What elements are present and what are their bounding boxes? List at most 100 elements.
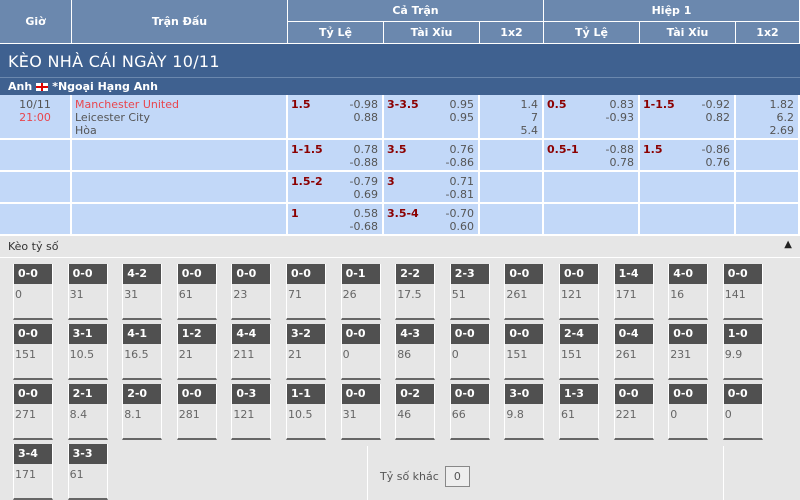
score-card[interactable]: 4-4 211 (231, 324, 272, 380)
score-card[interactable]: 4-0 16 (668, 264, 709, 320)
h1-ou-cell[interactable]: 1.5 -0.86 0.76 (640, 140, 736, 172)
score-card[interactable]: 0-0 271 (13, 384, 53, 440)
score-card[interactable]: 0-0 0 (13, 264, 53, 320)
odds-value[interactable]: 0.88 (353, 111, 379, 124)
score-card[interactable]: 2-0 8.1 (122, 384, 163, 440)
score-card[interactable]: 2-3 51 (449, 264, 490, 320)
odds-value[interactable]: -0.79 (349, 175, 378, 188)
score-card[interactable]: 0-0 0 (449, 324, 490, 380)
score-card[interactable]: 0-0 121 (559, 264, 599, 320)
ft-hdp-cell[interactable]: 1.5-2 -0.79 0.69 (288, 172, 384, 204)
score-card[interactable]: 0-0 31 (340, 384, 381, 440)
score-card[interactable]: 0-0 281 (176, 384, 217, 440)
score-card[interactable]: 0-4 261 (613, 324, 654, 380)
score-card[interactable]: 1-2 21 (176, 324, 217, 380)
score-card[interactable]: 2-4 151 (559, 324, 599, 380)
other-score-value[interactable]: 0 (444, 466, 470, 487)
h1-hdp-cell[interactable]: 0.5-1 -0.88 0.78 (544, 140, 640, 172)
h1-1x2-cell[interactable]: 1.82 6.2 2.69 (736, 95, 800, 140)
odds-value[interactable]: -0.93 (605, 111, 634, 124)
odds-value[interactable]: 5.4 (520, 124, 539, 137)
score-card[interactable]: 3-4 171 (13, 444, 53, 500)
h1-ou-cell[interactable]: 1-1.5 -0.92 0.82 (640, 95, 736, 140)
score-card[interactable]: 3-3 61 (67, 444, 108, 500)
score-card[interactable]: 0-0 0 (340, 324, 381, 380)
h1-hdp-cell[interactable] (544, 204, 640, 236)
score-card[interactable]: 0-0 23 (231, 264, 272, 320)
odds-value[interactable]: -0.68 (349, 220, 378, 233)
score-card[interactable]: 0-0 141 (722, 264, 763, 320)
odds-value[interactable]: -0.88 (349, 156, 378, 169)
odds-value[interactable]: 0.71 (449, 175, 475, 188)
ft-1x2-cell[interactable] (480, 140, 544, 172)
odds-value[interactable]: 0.69 (353, 188, 379, 201)
odds-value[interactable]: -0.81 (445, 188, 474, 201)
odds-value[interactable]: 1.82 (769, 98, 795, 111)
score-card[interactable]: 2-2 17.5 (395, 264, 436, 320)
odds-value[interactable]: 1.4 (520, 98, 539, 111)
odds-value[interactable]: -0.86 (701, 143, 730, 156)
h1-1x2-cell[interactable] (736, 140, 800, 172)
odds-value[interactable]: 0.76 (705, 156, 731, 169)
ft-ou-cell[interactable]: 3.5 0.76 -0.86 (384, 140, 480, 172)
home-team[interactable]: Manchester United (75, 98, 179, 111)
score-card[interactable]: 0-0 231 (668, 324, 709, 380)
ft-1x2-cell[interactable]: 1.4 7 5.4 (480, 95, 544, 140)
score-card[interactable]: 3-2 21 (286, 324, 326, 380)
away-team[interactable]: Leicester City (75, 111, 150, 124)
odds-value[interactable]: 0.78 (609, 156, 635, 169)
score-card[interactable]: 3-0 9.8 (504, 384, 545, 440)
odds-value[interactable]: -0.86 (445, 156, 474, 169)
score-card[interactable]: 1-3 61 (559, 384, 599, 440)
odds-value[interactable]: 0.76 (449, 143, 475, 156)
score-card[interactable]: 0-0 61 (176, 264, 217, 320)
ft-1x2-cell[interactable] (480, 172, 544, 204)
score-card[interactable]: 1-4 171 (613, 264, 654, 320)
ft-hdp-cell[interactable]: 1.5 -0.98 0.88 (288, 95, 384, 140)
ft-ou-cell[interactable]: 3 0.71 -0.81 (384, 172, 480, 204)
odds-value[interactable]: 0.95 (449, 98, 475, 111)
score-card[interactable]: 0-3 121 (231, 384, 272, 440)
score-card[interactable]: 4-2 31 (122, 264, 163, 320)
h1-hdp-cell[interactable]: 0.5 0.83 -0.93 (544, 95, 640, 140)
score-card[interactable]: 2-1 8.4 (67, 384, 108, 440)
odds-value[interactable]: 0.83 (609, 98, 635, 111)
odds-value[interactable]: 7 (531, 111, 538, 124)
ft-ou-cell[interactable]: 3-3.5 0.95 0.95 (384, 95, 480, 140)
odds-value[interactable]: 6.2 (776, 111, 795, 124)
odds-value[interactable]: 0.82 (705, 111, 731, 124)
h1-ou-cell[interactable] (640, 204, 736, 236)
h1-ou-cell[interactable] (640, 172, 736, 204)
score-card[interactable]: 0-0 151 (504, 324, 545, 380)
score-card[interactable]: 0-0 66 (449, 384, 490, 440)
score-card[interactable]: 0-0 151 (13, 324, 53, 380)
ft-ou-cell[interactable]: 3.5-4 -0.70 0.60 (384, 204, 480, 236)
ft-1x2-cell[interactable] (480, 204, 544, 236)
odds-value[interactable]: 0.95 (449, 111, 475, 124)
odds-value[interactable]: 0.60 (449, 220, 475, 233)
ft-hdp-cell[interactable]: 1-1.5 0.78 -0.88 (288, 140, 384, 172)
score-card[interactable]: 0-0 31 (67, 264, 108, 320)
odds-value[interactable]: 2.69 (769, 124, 795, 137)
league-row[interactable]: Anh *Ngoại Hạng Anh (0, 77, 800, 95)
score-card[interactable]: 4-1 16.5 (122, 324, 163, 380)
score-card[interactable]: 1-1 10.5 (286, 384, 326, 440)
score-card[interactable]: 0-0 71 (286, 264, 326, 320)
h1-1x2-cell[interactable] (736, 204, 800, 236)
score-card[interactable]: 0-0 221 (613, 384, 654, 440)
h1-hdp-cell[interactable] (544, 172, 640, 204)
score-card[interactable]: 0-0 0 (722, 384, 763, 440)
score-card[interactable]: 0-0 0 (668, 384, 709, 440)
odds-value[interactable]: -0.88 (605, 143, 634, 156)
odds-value[interactable]: -0.98 (349, 98, 378, 111)
odds-value[interactable]: -0.70 (445, 207, 474, 220)
score-card[interactable]: 0-0 261 (504, 264, 545, 320)
caret-up-icon[interactable]: ▲ (784, 239, 792, 250)
odds-value[interactable]: 0.58 (353, 207, 379, 220)
ft-hdp-cell[interactable]: 1 0.58 -0.68 (288, 204, 384, 236)
score-card[interactable]: 0-2 46 (395, 384, 436, 440)
odds-value[interactable]: 0.78 (353, 143, 379, 156)
odds-value[interactable]: -0.92 (701, 98, 730, 111)
score-card[interactable]: 3-1 10.5 (67, 324, 108, 380)
score-card[interactable]: 0-1 26 (340, 264, 381, 320)
